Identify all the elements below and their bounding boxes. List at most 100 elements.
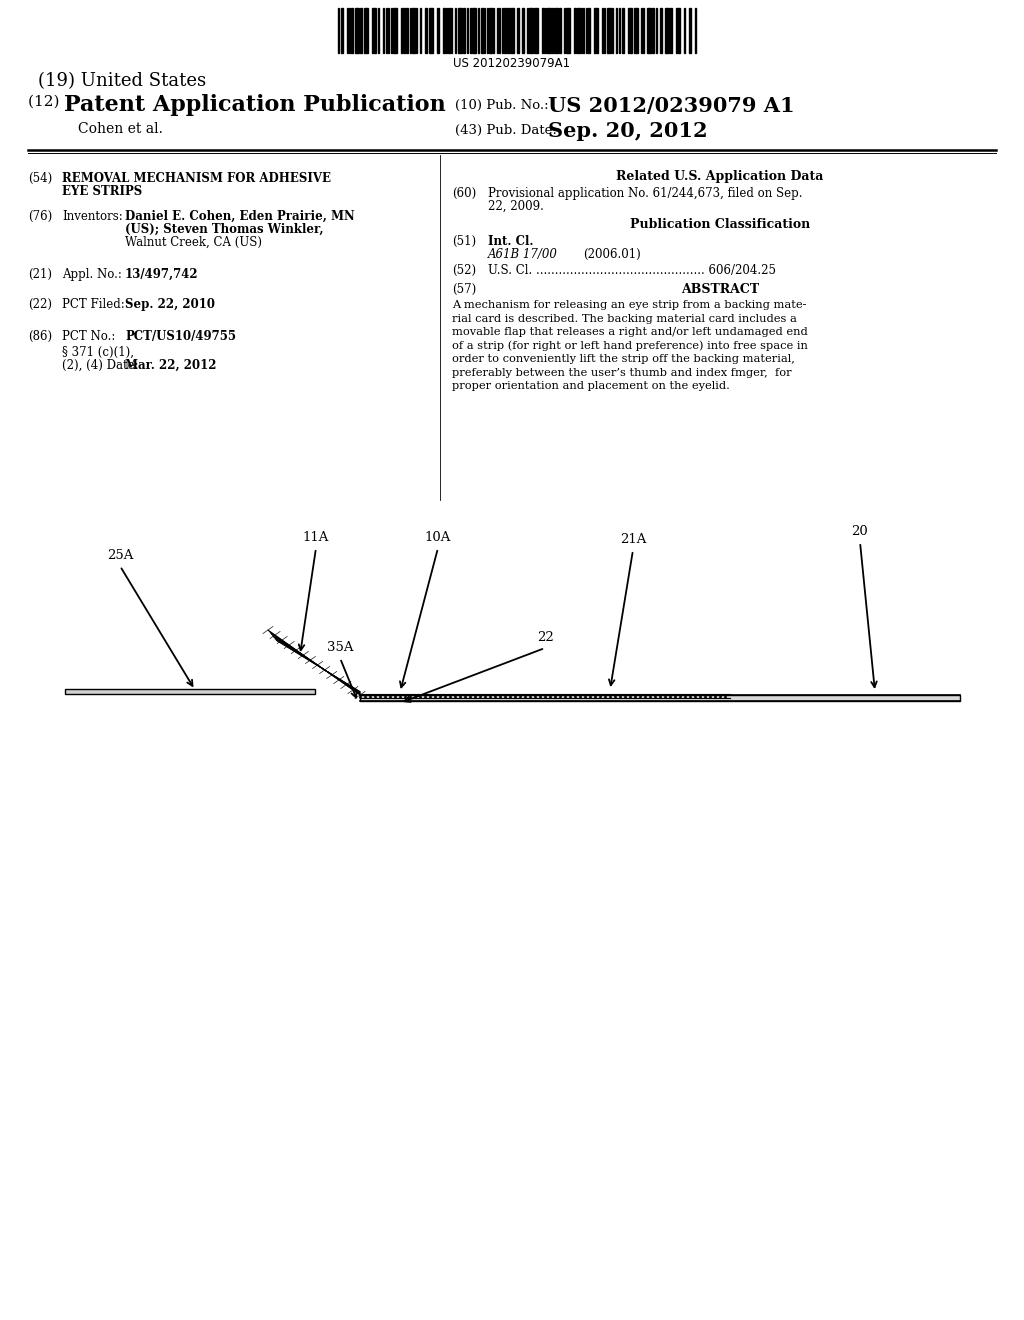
Text: EYE STRIPS: EYE STRIPS <box>62 185 142 198</box>
Text: (10) Pub. No.:: (10) Pub. No.: <box>455 99 549 112</box>
Bar <box>646 8 650 53</box>
Bar <box>676 8 680 53</box>
Text: US 2012/0239079 A1: US 2012/0239079 A1 <box>548 96 795 116</box>
Text: Related U.S. Application Data: Related U.S. Application Data <box>616 170 823 183</box>
Bar <box>594 8 597 53</box>
Text: REMOVAL MECHANISM FOR ADHESIVE: REMOVAL MECHANISM FOR ADHESIVE <box>62 172 331 185</box>
Text: Walnut Creek, CA (US): Walnut Creek, CA (US) <box>125 236 262 249</box>
Bar <box>574 8 575 53</box>
Bar <box>480 8 483 53</box>
Bar <box>383 8 384 53</box>
Text: 13/497,742: 13/497,742 <box>125 268 199 281</box>
Bar <box>504 8 506 53</box>
Bar <box>360 8 361 53</box>
Bar <box>577 8 580 53</box>
Text: Sep. 20, 2012: Sep. 20, 2012 <box>548 121 708 141</box>
Bar <box>455 8 456 53</box>
Text: (2), (4) Date:: (2), (4) Date: <box>62 359 138 372</box>
Bar <box>341 8 343 53</box>
Text: Daniel E. Cohen, Eden Prairie, MN: Daniel E. Cohen, Eden Prairie, MN <box>125 210 354 223</box>
Bar <box>516 8 519 53</box>
Bar <box>689 8 690 53</box>
Text: (76): (76) <box>28 210 52 223</box>
Bar <box>607 8 611 53</box>
Bar <box>665 8 669 53</box>
Bar <box>437 8 438 53</box>
Bar <box>467 8 468 53</box>
Text: (22): (22) <box>28 298 52 312</box>
Bar <box>510 8 514 53</box>
Text: Provisional application No. 61/244,673, filed on Sep.: Provisional application No. 61/244,673, … <box>488 187 803 201</box>
Bar <box>387 8 389 53</box>
Text: movable flap that releases a right and/or left undamaged end: movable flap that releases a right and/o… <box>452 327 808 337</box>
Text: Int. Cl.: Int. Cl. <box>488 235 534 248</box>
Bar <box>628 8 632 53</box>
Text: (86): (86) <box>28 330 52 343</box>
Bar <box>558 8 561 53</box>
Bar <box>463 8 465 53</box>
Text: 35A: 35A <box>327 642 353 653</box>
Text: U.S. Cl. ............................................. 606/204.25: U.S. Cl. ...............................… <box>488 264 776 277</box>
Text: 10A: 10A <box>425 531 452 544</box>
Text: 11A: 11A <box>303 531 329 544</box>
Bar <box>410 8 411 53</box>
Bar <box>622 8 624 53</box>
Bar <box>588 8 590 53</box>
Bar <box>655 8 657 53</box>
Bar <box>364 8 368 53</box>
Text: 20: 20 <box>852 525 868 539</box>
Bar <box>489 8 492 53</box>
Text: order to conveniently lift the strip off the backing material,: order to conveniently lift the strip off… <box>452 354 795 364</box>
Bar <box>534 8 538 53</box>
Bar <box>651 8 654 53</box>
Text: (60): (60) <box>452 187 476 201</box>
Bar <box>547 8 551 53</box>
Text: PCT/US10/49755: PCT/US10/49755 <box>125 330 236 343</box>
Bar <box>528 8 532 53</box>
Bar <box>521 8 524 53</box>
Bar <box>552 8 554 53</box>
Text: (US); Steven Thomas Winkler,: (US); Steven Thomas Winkler, <box>125 223 324 236</box>
Bar <box>451 8 452 53</box>
Text: rial card is described. The backing material card includes a: rial card is described. The backing mate… <box>452 314 797 323</box>
Text: 22, 2009.: 22, 2009. <box>488 201 544 213</box>
Text: (2006.01): (2006.01) <box>583 248 641 261</box>
Text: A61B 17/00: A61B 17/00 <box>488 248 558 261</box>
Text: preferably between the user’s thumb and index fmger,  for: preferably between the user’s thumb and … <box>452 367 792 378</box>
Bar <box>392 8 396 53</box>
Bar <box>634 8 638 53</box>
Bar <box>351 8 352 53</box>
Text: Mar. 22, 2012: Mar. 22, 2012 <box>125 359 216 372</box>
Bar <box>403 8 404 53</box>
Bar <box>670 8 672 53</box>
Text: PCT No.:: PCT No.: <box>62 330 116 343</box>
Bar <box>615 8 617 53</box>
Text: Appl. No.:: Appl. No.: <box>62 268 122 281</box>
Text: (43) Pub. Date:: (43) Pub. Date: <box>455 124 557 137</box>
Text: Publication Classification: Publication Classification <box>630 218 810 231</box>
Bar <box>586 8 587 53</box>
Text: of a strip (for right or left hand preference) into free space in: of a strip (for right or left hand prefe… <box>452 341 808 351</box>
Bar <box>640 8 642 53</box>
Bar <box>429 8 433 53</box>
Bar <box>659 8 662 53</box>
Text: 22: 22 <box>537 631 553 644</box>
Text: 25A: 25A <box>106 549 133 562</box>
Text: proper orientation and placement on the eyelid.: proper orientation and placement on the … <box>452 381 730 391</box>
Text: § 371 (c)(1),: § 371 (c)(1), <box>62 346 134 359</box>
Bar <box>360 696 961 701</box>
Text: (52): (52) <box>452 264 476 277</box>
Bar <box>458 8 462 53</box>
Bar <box>507 8 509 53</box>
Text: Sep. 22, 2010: Sep. 22, 2010 <box>125 298 215 312</box>
Bar <box>420 8 421 53</box>
Bar <box>372 8 376 53</box>
Text: US 20120239079A1: US 20120239079A1 <box>454 57 570 70</box>
Text: PCT Filed:: PCT Filed: <box>62 298 125 312</box>
Bar <box>563 8 565 53</box>
Text: A mechanism for releasing an eye strip from a backing mate-: A mechanism for releasing an eye strip f… <box>452 300 807 310</box>
Bar <box>449 8 450 53</box>
Bar <box>566 8 570 53</box>
Bar <box>555 8 557 53</box>
Text: (51): (51) <box>452 235 476 248</box>
